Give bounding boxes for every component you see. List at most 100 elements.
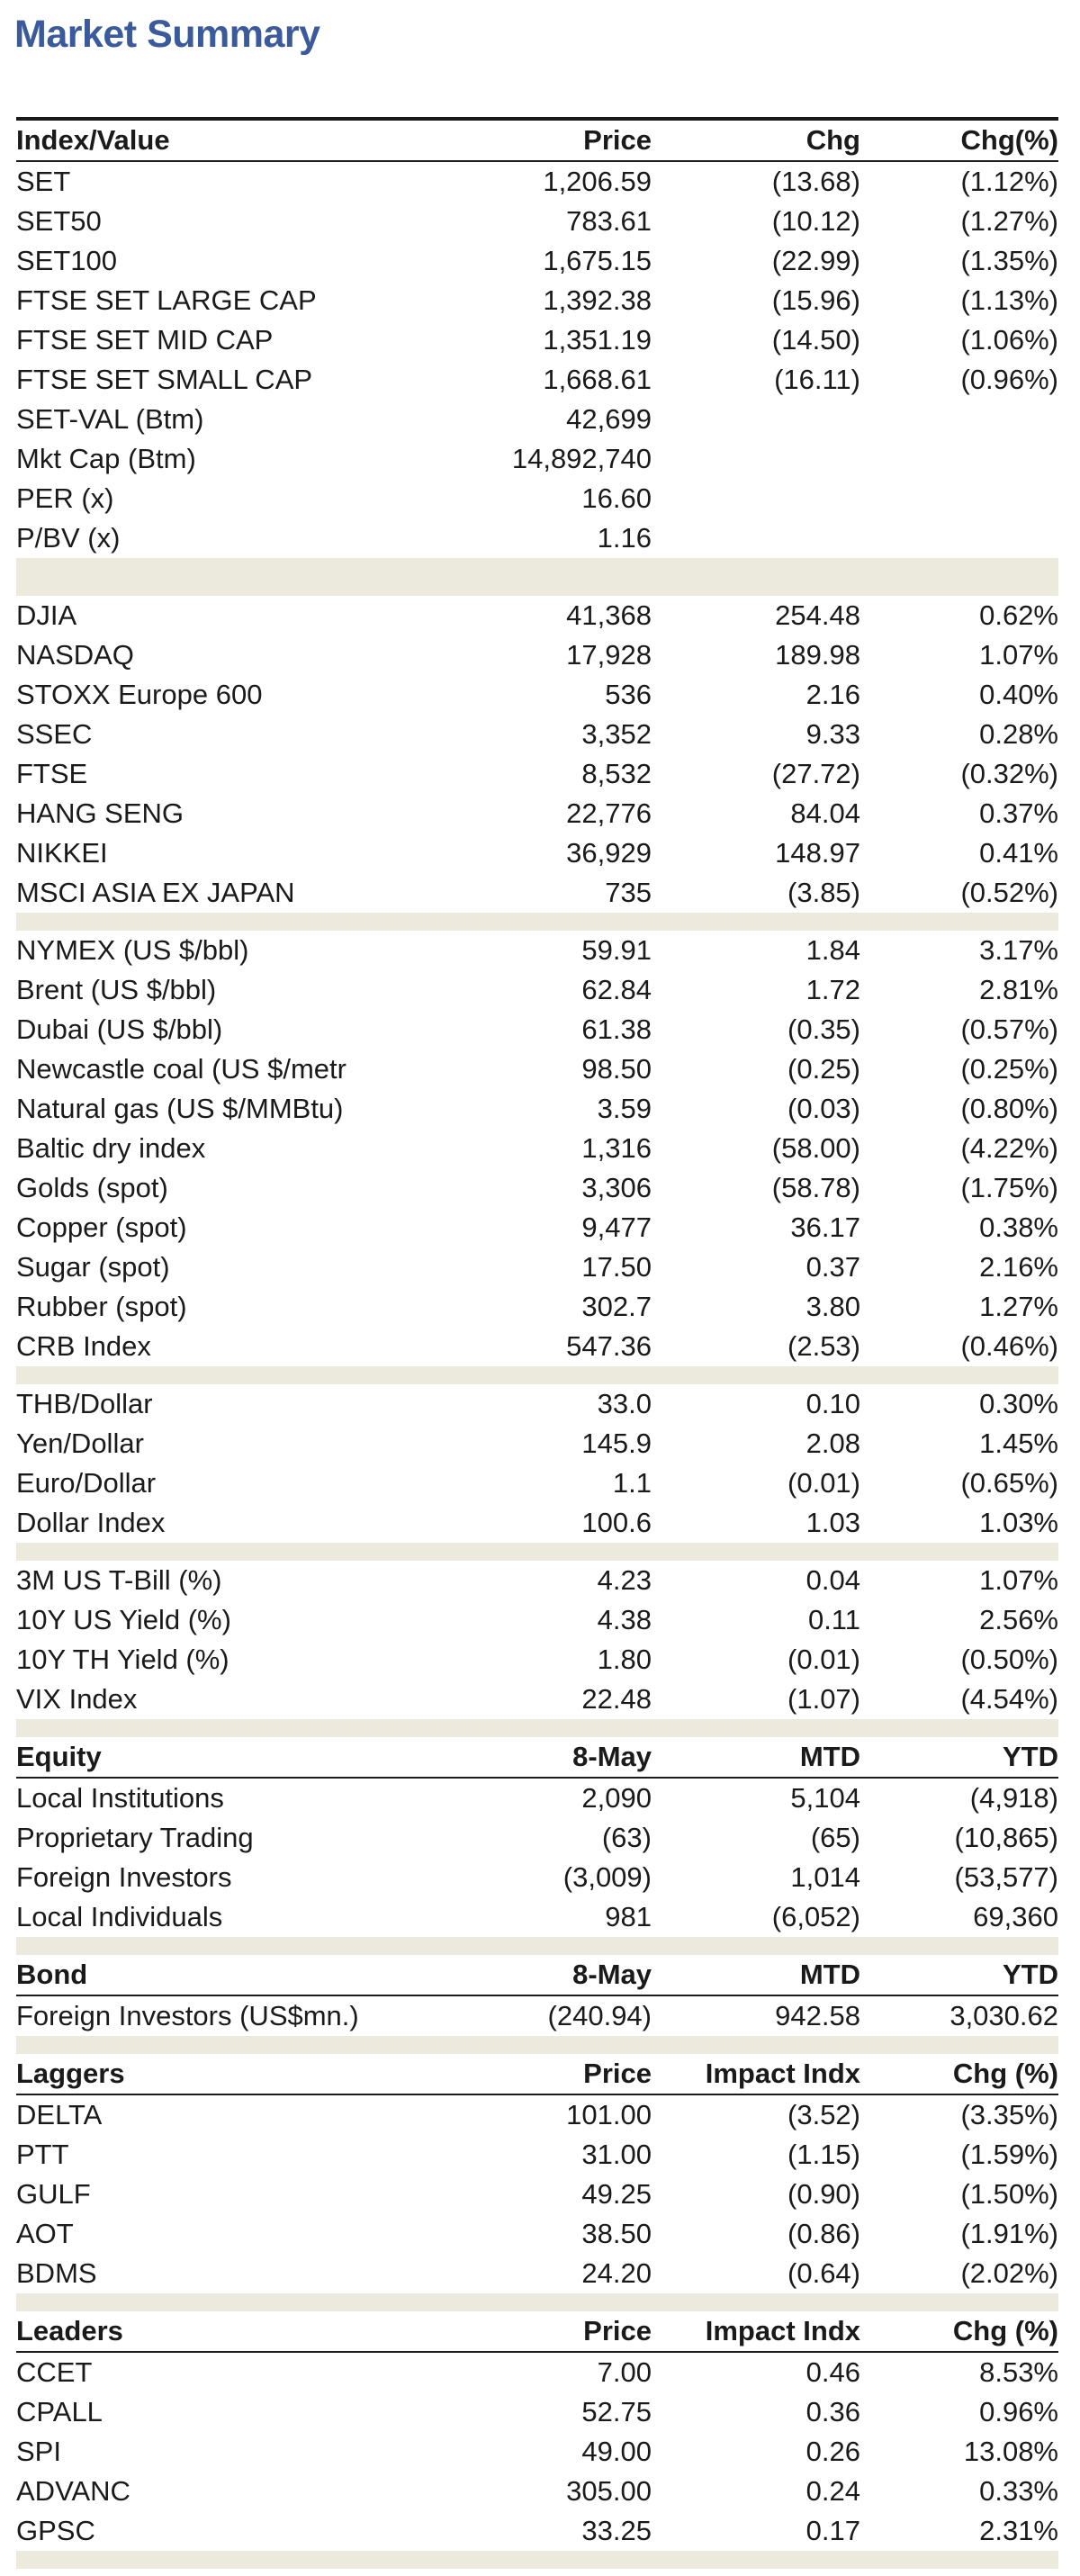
row-label: Golds (spot) xyxy=(16,1172,168,1203)
table-row: Dollar Index 100.6 1.03 1.03% xyxy=(16,1503,1058,1543)
section-header-row: Laggers Price Impact Indx Chg (%) xyxy=(16,2054,1058,2095)
row-label: Baltic dry index xyxy=(16,1132,206,1164)
table-row: FTSE SET MID CAP 1,351.19 (14.50) (1.06%) xyxy=(16,320,1058,360)
table-row: Sugar (spot) 17.50 0.37 2.16% xyxy=(16,1247,1058,1287)
cell-value: 0.96% xyxy=(979,2396,1058,2427)
cell-value: 302.7 xyxy=(581,1291,652,1322)
cell-value: 1.07% xyxy=(979,1564,1058,1596)
cell-value: (0.01) xyxy=(788,1467,860,1499)
column-header: Chg (%) xyxy=(952,2315,1058,2346)
row-label: CCET xyxy=(16,2356,93,2388)
cell-value: 0.28% xyxy=(979,718,1058,750)
cell-value: (63) xyxy=(601,1822,652,1853)
cell-value: (10,865) xyxy=(954,1822,1058,1853)
cell-value: 981 xyxy=(605,1901,652,1932)
cell-value: (0.32%) xyxy=(960,758,1058,789)
cell-value: 2.16% xyxy=(979,1251,1058,1283)
cell-value: (2.02%) xyxy=(960,2257,1058,2289)
table-row: CCET 7.00 0.46 8.53% xyxy=(16,2353,1058,2392)
table-row: SET 1,206.59 (13.68) (1.12%) xyxy=(16,162,1058,202)
cell-value: 33.0 xyxy=(597,1388,652,1419)
cell-value: 8,532 xyxy=(581,758,652,789)
column-header: Chg xyxy=(806,124,860,156)
cell-value: (0.86) xyxy=(788,2218,860,2249)
row-label: Dollar Index xyxy=(16,1507,166,1538)
cell-value: (65) xyxy=(810,1822,860,1853)
section-divider xyxy=(16,2293,1058,2311)
table-section: Equity 8-May MTD YTD Local Institutions 2,090… xyxy=(16,1737,1058,1955)
cell-value: (53,577) xyxy=(954,1861,1058,1893)
row-label: SPI xyxy=(16,2436,61,2467)
cell-value: 0.04 xyxy=(806,1564,860,1596)
section-divider xyxy=(16,2036,1058,2054)
column-header: Chg (%) xyxy=(952,2058,1058,2089)
cell-value: 98.50 xyxy=(581,1053,652,1085)
section-title: Laggers xyxy=(16,2058,125,2089)
table-row: Golds (spot) 3,306 (58.78) (1.75%) xyxy=(16,1168,1058,1208)
cell-value: 3,352 xyxy=(581,718,652,750)
row-label: NASDAQ xyxy=(16,639,134,671)
table-section: NYMEX (US $/bbl) 59.91 1.84 3.17% Brent (US … xyxy=(16,931,1058,1384)
table-row: Baltic dry index 1,316 (58.00) (4.22%) xyxy=(16,1129,1058,1168)
table-row: Local Individuals 981 (6,052) 69,360 xyxy=(16,1897,1058,1937)
cell-value: 305.00 xyxy=(566,2475,652,2507)
table-section: Bond 8-May MTD YTD Foreign Investors (US$mn.… xyxy=(16,1955,1058,2054)
cell-value: (1.15) xyxy=(788,2139,860,2170)
cell-value: (0.35) xyxy=(788,1013,860,1045)
cell-value: 0.10 xyxy=(806,1388,860,1419)
cell-value: 3.80 xyxy=(806,1291,860,1322)
cell-value: 61.38 xyxy=(581,1013,652,1045)
cell-value: (15.96) xyxy=(771,284,860,316)
row-label: DELTA xyxy=(16,2099,103,2130)
row-label: AOT xyxy=(16,2218,74,2249)
cell-value: 1.80 xyxy=(597,1644,652,1675)
cell-value: 7.00 xyxy=(597,2356,652,2388)
cell-value: 148.97 xyxy=(775,837,860,869)
row-label: NYMEX (US $/bbl) xyxy=(16,934,249,966)
table-row: ADVANC 305.00 0.24 0.33% xyxy=(16,2472,1058,2511)
cell-value: 0.38% xyxy=(979,1211,1058,1243)
row-label: FTSE SET SMALL CAP xyxy=(16,364,313,395)
section-title: Equity xyxy=(16,1741,102,1772)
table-row: Dubai (US $/bbl) 61.38 (0.35) (0.57%) xyxy=(16,1010,1058,1049)
cell-value: 536 xyxy=(605,679,652,710)
cell-value: 24.20 xyxy=(581,2257,652,2289)
cell-value: 101.00 xyxy=(566,2099,652,2130)
cell-value: 8.53% xyxy=(979,2356,1058,2388)
row-label: 3M US T-Bill (%) xyxy=(16,1564,222,1596)
cell-value: 69,360 xyxy=(973,1901,1058,1932)
section-divider xyxy=(16,1719,1058,1737)
cell-value: 22.48 xyxy=(581,1683,652,1715)
table-row: Proprietary Trading (63) (65) (10,865) xyxy=(16,1818,1058,1858)
table-row: 10Y US Yield (%) 4.38 0.11 2.56% xyxy=(16,1600,1058,1640)
table-row: FTSE 8,532 (27.72) (0.32%) xyxy=(16,754,1058,794)
cell-value: 2,090 xyxy=(581,1782,652,1814)
section-header-row: Equity 8-May MTD YTD xyxy=(16,1737,1058,1779)
row-label: Yen/Dollar xyxy=(16,1428,144,1459)
column-header: MTD xyxy=(799,1959,860,1990)
row-label: FTSE SET MID CAP xyxy=(16,324,274,356)
column-header: Impact Indx xyxy=(705,2315,860,2346)
cell-value: (0.52%) xyxy=(960,877,1058,908)
cell-value: 1.07% xyxy=(979,639,1058,671)
cell-value: (6,052) xyxy=(771,1901,860,1932)
cell-value: (1.07) xyxy=(788,1683,860,1715)
table-row: Euro/Dollar 1.1 (0.01) (0.65%) xyxy=(16,1464,1058,1503)
row-label: P/BV (x) xyxy=(16,522,121,554)
cell-value: 41,368 xyxy=(566,599,652,631)
row-label: Foreign Investors (US$mn.) xyxy=(16,2000,359,2031)
cell-value: 36,929 xyxy=(566,837,652,869)
table-row: CPALL 52.75 0.36 0.96% xyxy=(16,2392,1058,2432)
cell-value: 3.59 xyxy=(597,1093,652,1124)
row-label: DJIA xyxy=(16,599,77,631)
cell-value: 100.6 xyxy=(581,1507,652,1538)
cell-value: 22,776 xyxy=(566,797,652,829)
table-row: PTT 31.00 (1.15) (1.59%) xyxy=(16,2135,1058,2175)
cell-value: (1.06%) xyxy=(960,324,1058,356)
cell-value: 17.50 xyxy=(581,1251,652,1283)
table-row: Newcastle coal (US $/metr 98.50 (0.25) (0.2… xyxy=(16,1049,1058,1089)
table-row: HANG SENG 22,776 84.04 0.37% xyxy=(16,794,1058,833)
table-row: Rubber (spot) 302.7 3.80 1.27% xyxy=(16,1287,1058,1327)
row-label: SET100 xyxy=(16,245,118,276)
cell-value: 3,030.62 xyxy=(950,2000,1058,2031)
